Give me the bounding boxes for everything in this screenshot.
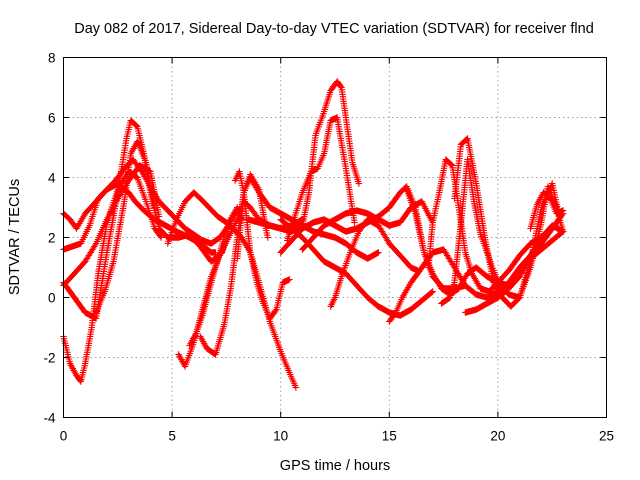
x-tick-label: 25 [599, 429, 614, 444]
series-markers [284, 114, 358, 244]
y-tick-label: -2 [43, 351, 55, 366]
series-markers [92, 138, 158, 316]
x-tick-label: 0 [60, 429, 68, 444]
series-markers [231, 168, 293, 322]
series-arc11 [231, 168, 293, 322]
series-arc10 [197, 171, 271, 358]
y-tick-label: 4 [48, 171, 56, 186]
series-markers [462, 228, 567, 316]
y-tick-label: 2 [48, 231, 56, 246]
series-arc3 [60, 168, 165, 385]
series-arc9 [186, 204, 245, 349]
series-markers [244, 78, 363, 235]
x-tick-label: 10 [273, 429, 288, 444]
series-arc14 [284, 114, 358, 244]
series-arc17 [299, 198, 436, 253]
series-markers [299, 198, 436, 253]
x-axis-label: GPS time / hours [280, 458, 390, 474]
series-markers [197, 171, 271, 358]
series-arc25 [527, 189, 567, 232]
series-arc18 [327, 216, 421, 310]
data-marks [60, 78, 567, 391]
series-markers [527, 189, 567, 232]
y-axis-label: SDTVAR / TECUs [7, 179, 23, 295]
series-markers [327, 216, 421, 310]
y-tick-label: 0 [48, 291, 56, 306]
x-tick-label: 15 [382, 429, 397, 444]
series-markers [186, 204, 245, 349]
chart-title: Day 082 of 2017, Sidereal Day-to-day VTE… [74, 21, 594, 37]
series-arc6 [92, 138, 158, 316]
series-markers [60, 168, 165, 385]
axis-ticks: 0 5 10 15 20 25 -4 -2 0 2 4 6 8 [43, 51, 614, 444]
y-tick-label: 6 [48, 111, 56, 126]
x-tick-label: 20 [490, 429, 505, 444]
series-arc24 [462, 228, 567, 316]
series-arc13 [244, 78, 363, 235]
y-tick-label: -4 [43, 411, 55, 426]
y-tick-label: 8 [48, 51, 56, 66]
x-tick-label: 5 [168, 429, 176, 444]
